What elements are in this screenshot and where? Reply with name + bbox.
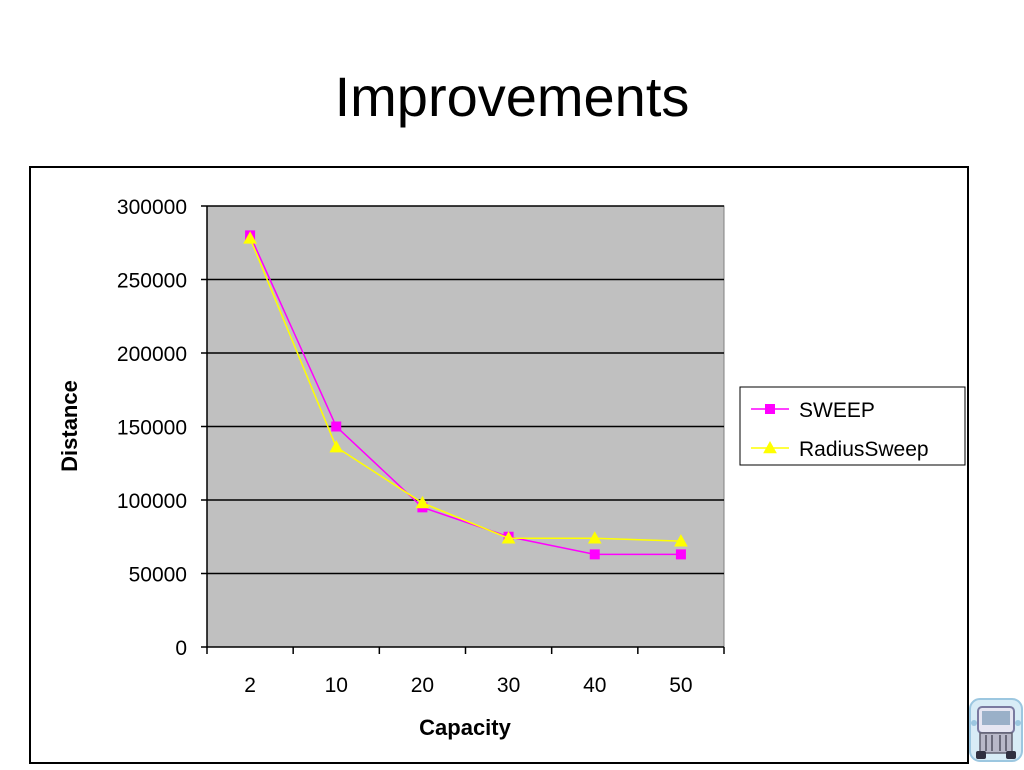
data-point [674,534,688,547]
legend-marker [763,440,777,454]
x-tick-label: 50 [669,674,692,697]
data-point [589,549,600,560]
legend-items: SWEEP RadiusSweep [751,399,929,461]
series-line [249,238,681,542]
line-chart: 0 50000 100000 150000 200000 250000 300000 2 10 2… [57,196,966,740]
legend-item-sweep: SWEEP [751,399,875,422]
y-tick-label: 200000 [117,343,187,366]
y-tick-label: 150000 [117,417,187,440]
data-point [501,531,516,544]
data-point [675,549,686,560]
x-tick-label: 10 [325,674,348,697]
series-line [249,235,681,556]
x-tick-label: 30 [497,674,520,697]
legend-label: SWEEP [799,399,875,422]
y-tick-label: 250000 [117,270,187,293]
data-point [243,231,257,244]
truck-logo-icon [968,693,1024,765]
legend: SWEEP RadiusSweep [739,386,966,466]
x-tick-label: 2 [244,674,256,697]
legend-marker [765,404,775,414]
legend-label: RadiusSweep [799,438,929,461]
x-tick-label: 40 [583,674,606,697]
x-tick-label: 20 [411,674,434,697]
data-point [587,531,602,544]
x-axis-title: Capacity [419,715,511,740]
y-tick-label: 300000 [117,196,187,219]
gridlines [207,205,724,575]
slide-title: Improvements [334,65,690,128]
y-axis-title: Distance [57,380,82,472]
data-point [331,421,342,432]
data-point [415,495,430,509]
legend-box [739,386,966,466]
series-radiussweep [243,231,688,547]
chart-frame: 0 50000 100000 150000 200000 250000 300000 2 10 2… [29,166,969,764]
axes: 0 50000 100000 150000 200000 250000 300000 2 10 2… [117,196,725,697]
y-tick-label: 100000 [117,490,187,513]
y-tick-label: 0 [175,637,187,660]
data-point [329,440,344,453]
legend-item-radiussweep: RadiusSweep [751,438,929,461]
data-series [243,230,688,560]
y-tick-label: 50000 [129,564,187,587]
